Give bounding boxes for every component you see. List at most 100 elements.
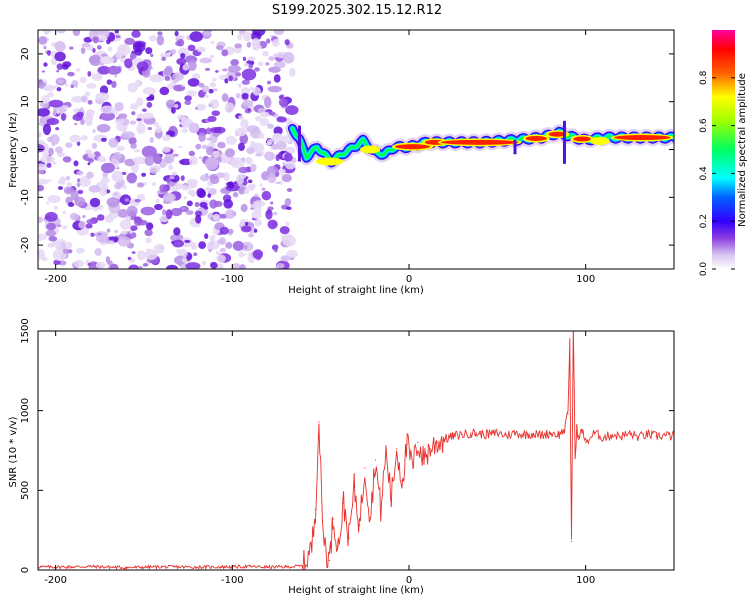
noise-blob [114,74,118,78]
noise-blob [180,52,186,60]
noise-blob [282,162,286,166]
noise-blob [95,92,110,102]
noise-blob [48,147,54,156]
snr-point [576,426,578,428]
noise-blob [145,237,152,244]
noise-blob [265,61,270,66]
colorbar-ticks: 0.0 0.2 0.4 0.6 0.8 [699,70,735,276]
snr-point [406,443,408,445]
noise-blob [176,58,187,66]
noise-blob [249,140,255,145]
noise-blob [284,198,292,206]
noise-blob [173,184,179,188]
snr-point [558,433,560,436]
noise-blob [216,263,224,269]
noise-blob [122,127,127,132]
snr-y-tick-label: 1000 [20,398,31,423]
noise-blob [113,151,122,161]
snr-point [422,457,424,460]
snr-point [629,433,631,435]
noise-blob [55,146,63,154]
snr-point [436,441,438,444]
ridge-core [592,138,607,144]
noise-blob [189,31,204,42]
noise-blob [140,206,156,216]
noise-blob [162,134,172,142]
ridge-core [525,136,547,142]
noise-blob [129,120,137,125]
noise-blob [250,163,257,173]
noise-blob [172,153,179,157]
spectrogram-x-tick-label: -200 [44,274,67,285]
noise-blob [280,255,291,262]
noise-blob [165,209,173,220]
noise-blob [145,47,153,55]
snr-point [328,559,331,562]
noise-blob [47,179,52,182]
noise-blob [258,132,265,140]
noise-blob [261,187,266,191]
noise-blob [46,201,50,205]
noise-blob [102,171,108,179]
noise-blob [114,229,119,234]
noise-blob [170,241,175,244]
noise-blob [286,249,298,259]
noise-blob [205,186,212,192]
noise-blob [38,144,45,153]
noise-blob [205,146,215,156]
noise-blob [204,94,209,99]
snr-y-tick-label: 500 [20,481,31,500]
noise-blob [185,210,194,215]
noise-blob [136,61,149,72]
noise-blob [198,82,205,88]
colorbar-tick-label: 0.8 [699,70,709,85]
noise-blob [276,116,287,123]
snr-point [390,497,392,499]
snr-x-tick-label: 100 [576,575,595,586]
colorbar-tick-label: 0.4 [699,166,709,181]
noise-blob [157,31,163,36]
noise-blob [209,82,217,88]
noise-blob [167,83,174,90]
noise-blob [182,184,189,191]
noise-blob [149,74,165,83]
noise-blob [259,118,270,127]
noise-blob [114,118,125,125]
noise-blob [150,53,154,58]
noise-blob [266,80,272,85]
snr-point [401,480,403,482]
colorbar-tick-label: 0.2 [699,214,709,228]
noise-blob [225,148,235,158]
noise-blob [91,73,103,81]
noise-blob [188,156,198,166]
snr-point [267,566,269,568]
noise-blob [201,85,210,93]
chart-title: S199.2025.302.15.12.R12 [272,3,442,18]
noise-blob [107,46,113,52]
noise-blob [142,112,154,120]
noise-blob [90,232,95,237]
snr-point [578,438,580,440]
noise-blob [231,158,239,166]
noise-blob [282,51,295,64]
noise-blob [124,198,130,202]
noise-blob [164,75,171,81]
snr-point [563,429,566,431]
noise-blob [241,79,250,85]
noise-blob [246,41,252,48]
noise-blob [281,171,285,176]
noise-blob [80,119,85,125]
noise-blob [127,256,132,260]
noise-blob [172,72,184,81]
noise-blob [89,197,101,208]
noise-blob [85,223,93,229]
noise-blob [231,263,242,269]
noise-blob [38,108,51,117]
noise-blob [95,261,106,269]
noise-blob [142,263,148,267]
noise-blob [143,181,147,187]
noise-blob [245,156,253,165]
noise-blob [196,46,206,53]
